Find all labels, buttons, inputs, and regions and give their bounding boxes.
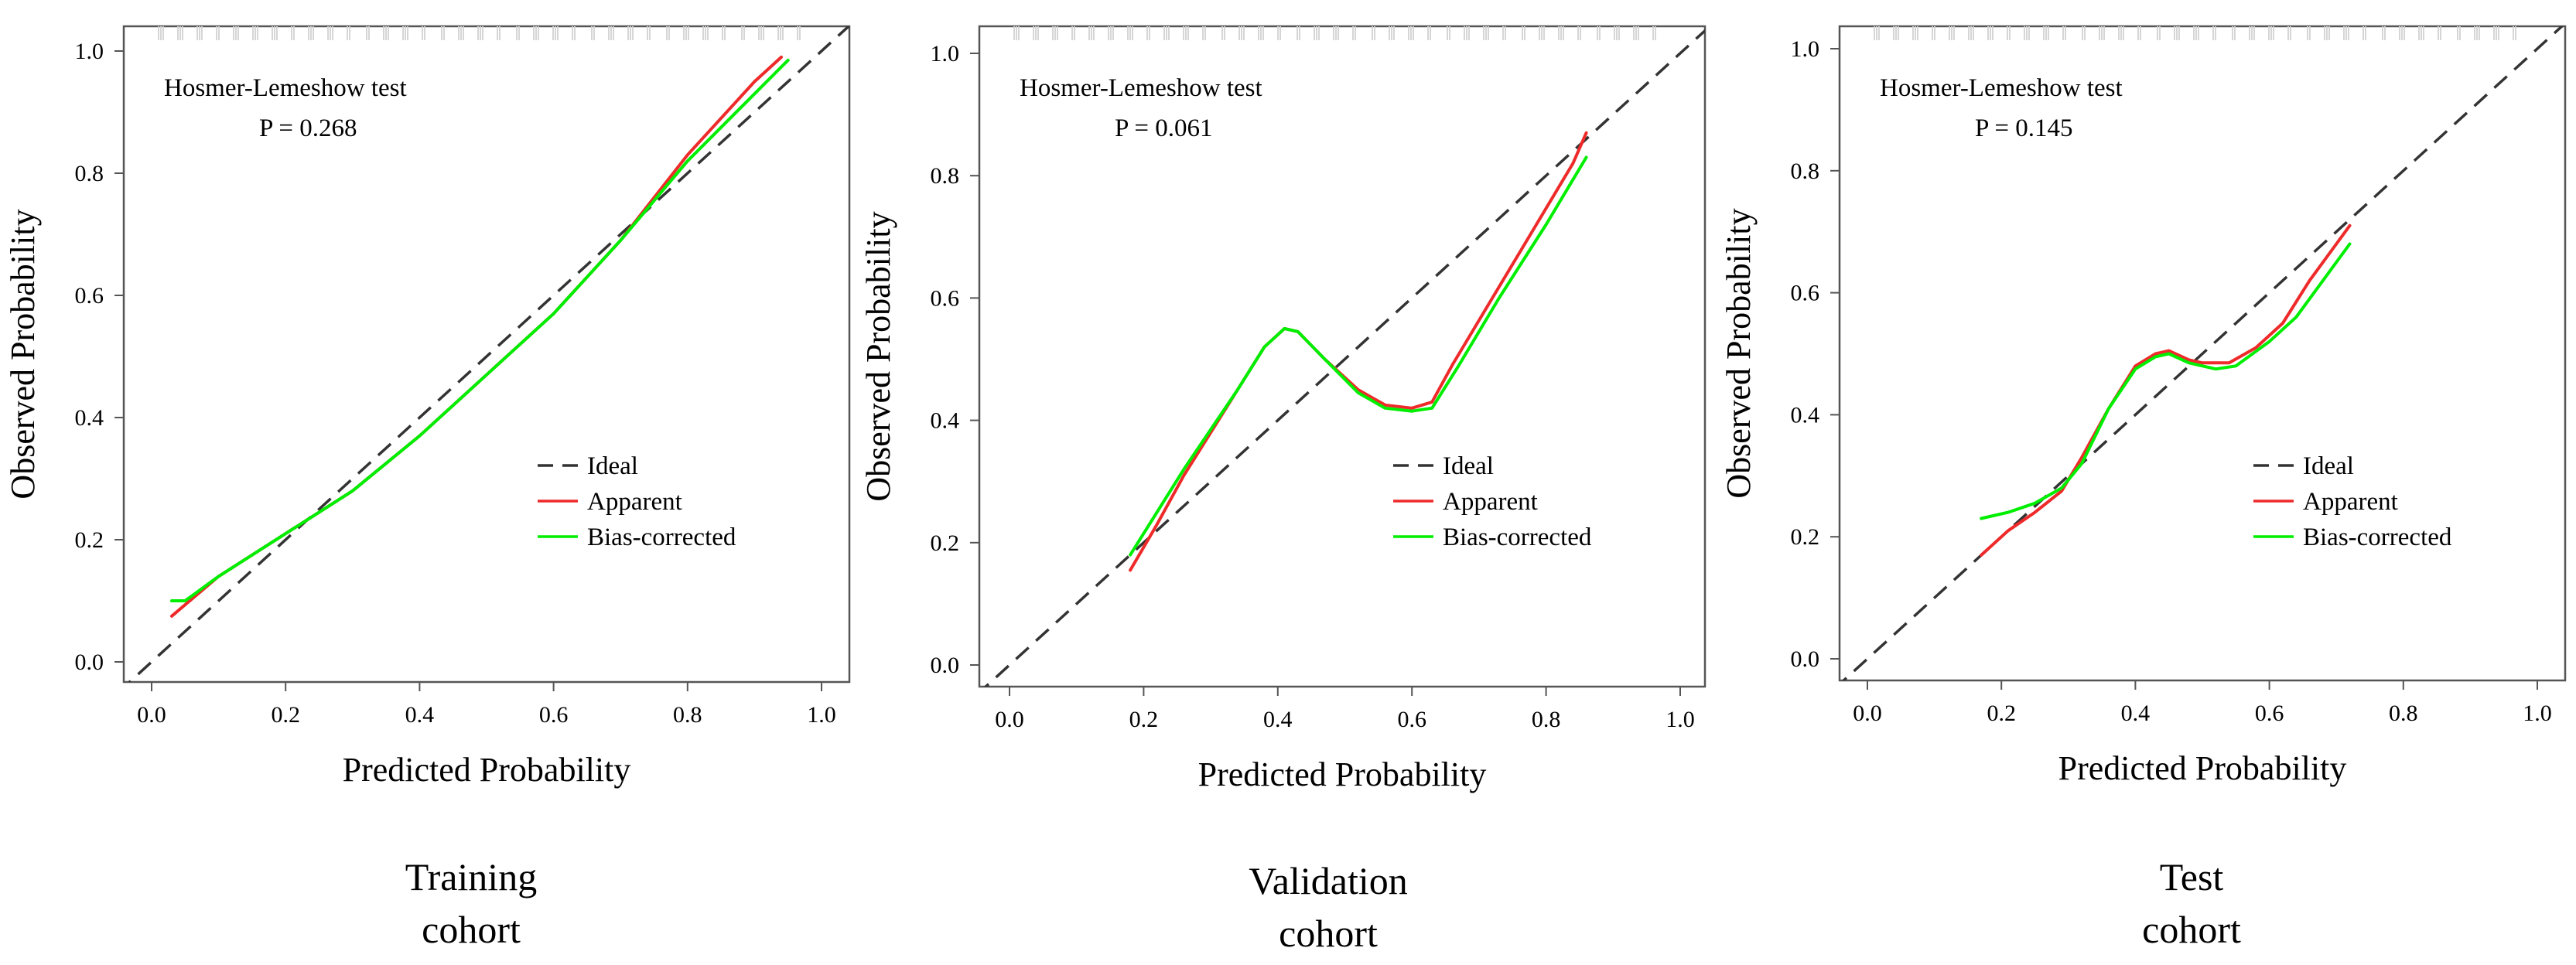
x-axis-label: Predicted Probability: [343, 751, 631, 789]
y-tick-label: 0.4: [931, 408, 960, 434]
y-tick-label: 0.4: [1791, 402, 1820, 428]
series-group: [127, 26, 849, 682]
x-tick-label: 0.4: [1263, 707, 1293, 732]
rug-marks: [1874, 26, 2516, 40]
legend: Ideal Apparent Bias-corrected: [538, 452, 736, 551]
y-tick-label: 1.0: [931, 41, 960, 66]
y-tick-label: 0.2: [1791, 524, 1820, 550]
series-bias-corrected-line: [170, 58, 790, 602]
y-tick-label: 0.2: [75, 527, 104, 553]
x-axis-label: Predicted Probability: [2058, 749, 2347, 787]
x-tick-label: 0.6: [539, 702, 569, 728]
y-tick-label: 0.8: [1791, 159, 1820, 184]
calibration-panel-2: 0.0 0.2 0.4 0.6 0.8 1.0 0.0 0.2 0.4 0.6 0.8 1.0 Pred…: [859, 25, 1707, 793]
legend-label: Apparent: [2303, 488, 2398, 516]
y-tick-label: 0.6: [75, 283, 104, 309]
x-tick-label: 0.0: [137, 702, 166, 728]
x-tick-label: 0.0: [995, 707, 1024, 732]
legend-label: Apparent: [1443, 488, 1538, 516]
legend-label: Bias-corrected: [2303, 523, 2452, 551]
series-bias-corrected-line: [1129, 155, 1588, 557]
legend: Ideal Apparent Bias-corrected: [1393, 452, 1592, 551]
y-tick-label: 0.6: [931, 285, 960, 311]
y-tick-label: 0.8: [75, 161, 104, 186]
x-tick-label: 0.2: [1129, 707, 1159, 732]
x-tick-label: 0.2: [1987, 701, 2016, 726]
y-tick-label: 0.0: [75, 650, 104, 675]
caption-line-1: Test: [2159, 855, 2224, 899]
plot-frame: [1838, 25, 2567, 682]
y-tick-label: 0.8: [931, 163, 960, 189]
annotation-test-name: Hosmer-Lemeshow test: [164, 74, 407, 102]
x-tick-label: 0.0: [1853, 701, 1882, 726]
legend-label: Apparent: [587, 488, 682, 516]
legend: Ideal Apparent Bias-corrected: [2253, 452, 2452, 551]
series-bias-corrected-line: [1980, 242, 2352, 520]
x-tick-label: 1.0: [1666, 707, 1695, 732]
y-tick-label: 1.0: [75, 39, 104, 64]
x-tick-label: 0.6: [2255, 701, 2284, 726]
x-tick-label: 0.4: [2121, 701, 2151, 726]
series-ideal-line: [983, 29, 1705, 687]
x-tick-label: 0.2: [271, 702, 300, 728]
annotation-p-value: P = 0.145: [1975, 114, 2073, 142]
x-tick-label: 0.8: [1532, 707, 1561, 732]
y-tick-label: 0.0: [931, 653, 960, 678]
y-axis-label: Observed Probability: [859, 211, 897, 501]
plot-frame: [978, 25, 1707, 688]
y-tick-label: 0.2: [931, 530, 960, 556]
x-tick-label: 1.0: [2523, 701, 2552, 726]
x-tick-label: 0.4: [405, 702, 435, 728]
y-tick-label: 0.6: [1791, 281, 1820, 306]
annotation-test-name: Hosmer-Lemeshow test: [1020, 74, 1262, 102]
caption-line-2: cohort: [422, 908, 521, 951]
y-tick-label: 0.0: [1791, 646, 1820, 672]
legend-label: Bias-corrected: [1443, 523, 1592, 551]
y-axis-label: Observed Probability: [4, 209, 42, 499]
x-tick-label: 0.8: [2389, 701, 2418, 726]
caption-line-1: Validation: [1249, 859, 1408, 902]
series-group: [1841, 26, 2564, 680]
legend-label: Ideal: [1443, 452, 1494, 480]
caption-test: Test cohort: [1998, 851, 2385, 956]
legend-label: Ideal: [2303, 452, 2354, 480]
rug-marks: [1013, 26, 1656, 40]
caption-validation: Validation cohort: [1135, 854, 1522, 960]
x-tick-label: 0.6: [1397, 707, 1426, 732]
calibration-panel-3: 0.0 0.2 0.4 0.6 0.8 1.0 0.0 0.2 0.4 0.6 0.8 1.0 Pred…: [1720, 25, 2567, 787]
y-tick-label: 0.4: [75, 405, 104, 431]
series-apparent-line: [1980, 223, 2352, 557]
x-axis-label: Predicted Probability: [1198, 755, 1487, 793]
y-axis-label: Observed Probability: [1720, 208, 1758, 498]
legend-label: Ideal: [587, 452, 638, 480]
y-tick-label: 1.0: [1791, 36, 1820, 62]
rug-marks: [158, 26, 801, 40]
series-ideal-line: [127, 26, 849, 682]
caption-line-1: Training: [405, 855, 538, 899]
annotation-p-value: P = 0.268: [259, 114, 357, 142]
caption-training: Training cohort: [278, 851, 664, 956]
calibration-panel-1: 0.0 0.2 0.4 0.6 0.8 1.0 0.0 0.2 0.4 0.6 0.8 1.0 Pred…: [4, 25, 851, 789]
annotation-test-name: Hosmer-Lemeshow test: [1880, 74, 2123, 102]
series-ideal-line: [1841, 26, 2564, 680]
plot-frame: [122, 25, 851, 684]
x-tick-label: 1.0: [807, 702, 836, 728]
caption-line-2: cohort: [2142, 908, 2241, 951]
legend-label: Bias-corrected: [587, 523, 736, 551]
series-group: [983, 29, 1705, 687]
caption-line-2: cohort: [1279, 912, 1378, 955]
annotation-p-value: P = 0.061: [1115, 114, 1213, 142]
x-tick-label: 0.8: [673, 702, 702, 728]
